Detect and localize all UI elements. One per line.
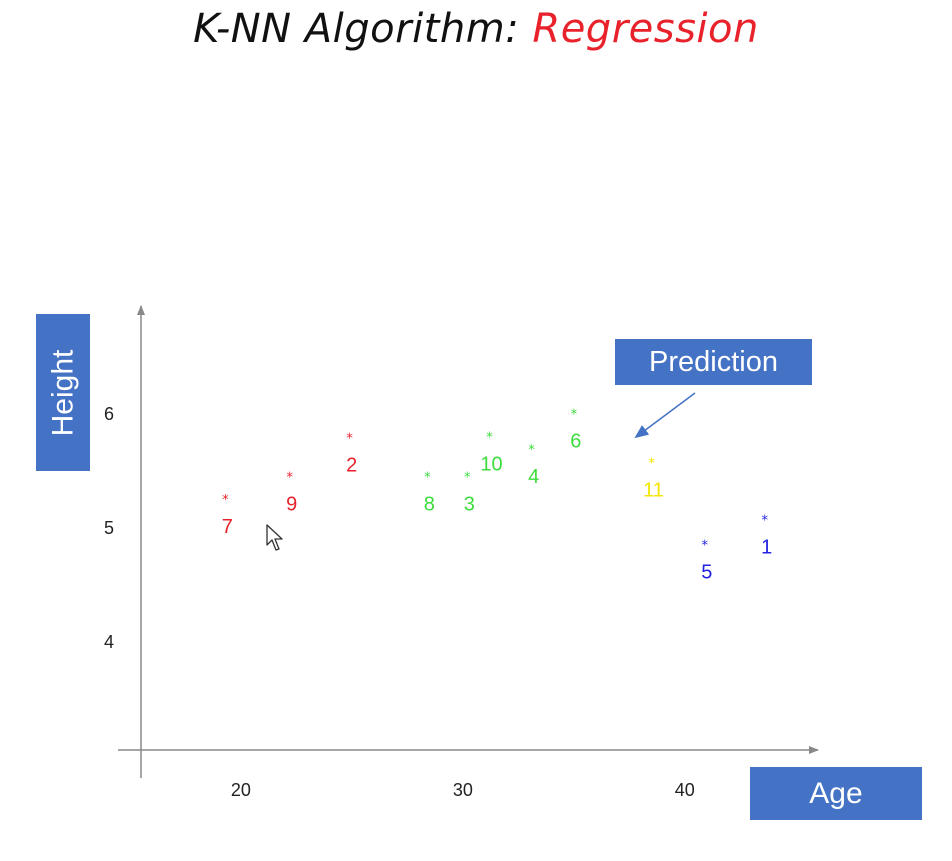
data-point-marker: * [424, 470, 431, 485]
mouse-pointer-icon [266, 524, 283, 551]
x-tick-label: 40 [675, 780, 695, 800]
data-points: * 1 * 2 * 3 * 4 * 5 * 6 * 7 * 8 * 9 * 10 * 11 [222, 408, 773, 584]
chart-title: K-NN Algorithm: Regression [0, 6, 952, 52]
data-point-marker: * [648, 457, 655, 472]
data-point-label: 7 [222, 516, 233, 538]
data-point-label: 8 [424, 493, 435, 515]
data-point-label: 1 [761, 537, 772, 559]
data-point-marker: * [702, 539, 709, 554]
data-point-label: 2 [346, 455, 357, 477]
x-tick-label: 30 [453, 780, 473, 800]
data-point-label: 10 [480, 454, 502, 476]
prediction-arrow [634, 392, 696, 439]
chart-title-prefix: K-NN Algorithm: [193, 6, 533, 52]
y-tick-label: 4 [104, 632, 114, 652]
data-point-marker: * [464, 470, 471, 485]
x-tick-label: 20 [231, 780, 251, 800]
data-point-label: 11 [643, 480, 664, 502]
y-tick-label: 6 [104, 404, 114, 424]
data-point-marker: * [286, 470, 293, 485]
y-axis-label-text: Height [46, 349, 79, 436]
y-tick-label: 5 [104, 518, 114, 538]
data-point-marker: * [346, 432, 353, 447]
data-point-label: 4 [528, 466, 539, 488]
data-point-label: 6 [570, 431, 581, 453]
data-point-label: 3 [464, 493, 475, 515]
data-point-marker: * [222, 493, 229, 508]
y-axis-label: Height [36, 314, 90, 471]
data-point-marker: * [528, 443, 535, 458]
data-point-marker: * [571, 408, 578, 423]
x-axis-label: Age [750, 767, 922, 820]
prediction-callout: Prediction [615, 339, 812, 385]
data-point-label: 9 [286, 493, 297, 515]
data-point-label: 5 [701, 562, 712, 584]
chart-title-accent: Regression [532, 6, 759, 52]
data-point-marker: * [761, 514, 768, 529]
data-point-marker: * [486, 431, 493, 446]
tick-labels: 20 30 40 4 5 6 [104, 404, 695, 800]
